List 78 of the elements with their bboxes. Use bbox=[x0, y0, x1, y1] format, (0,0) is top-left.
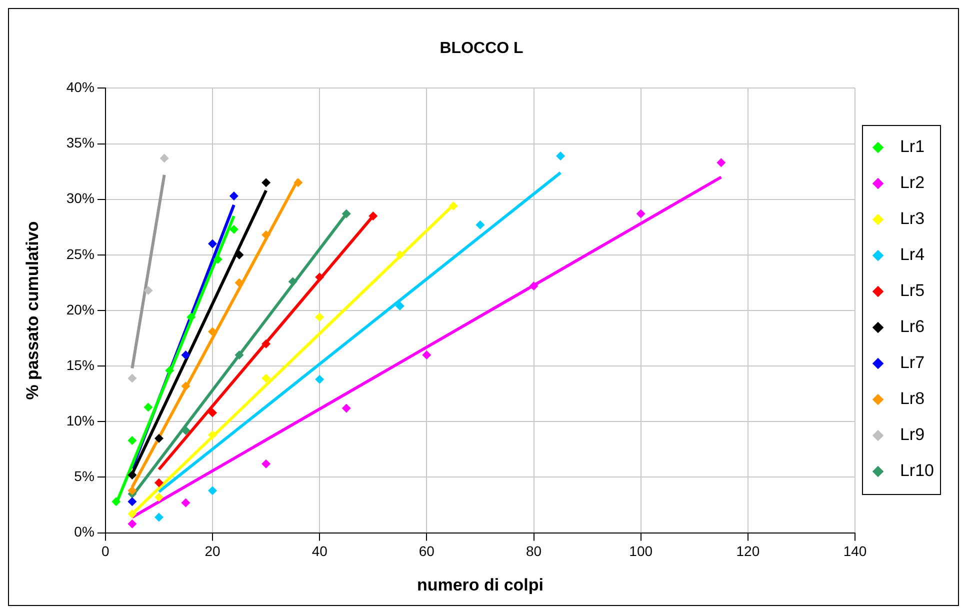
point bbox=[181, 382, 190, 391]
y-tick-label: 5% bbox=[74, 468, 94, 484]
point bbox=[128, 374, 137, 383]
point bbox=[262, 230, 271, 240]
y-tick-label: 25% bbox=[66, 246, 94, 262]
point bbox=[154, 512, 164, 522]
point bbox=[315, 312, 324, 322]
point bbox=[154, 478, 164, 488]
point bbox=[342, 404, 351, 413]
y-tick-label: 35% bbox=[66, 134, 94, 151]
point bbox=[395, 250, 404, 260]
y-tick-label: 20% bbox=[66, 301, 94, 318]
point bbox=[229, 192, 238, 201]
point bbox=[315, 374, 324, 384]
legend-label: Lr3 bbox=[890, 209, 925, 228]
point bbox=[154, 492, 164, 502]
point bbox=[181, 350, 190, 360]
point bbox=[208, 430, 218, 440]
point bbox=[160, 154, 169, 163]
point bbox=[112, 497, 121, 506]
point bbox=[636, 209, 646, 218]
point bbox=[208, 239, 218, 248]
point bbox=[556, 152, 566, 160]
legend-label: Lr2 bbox=[890, 173, 925, 192]
point bbox=[422, 350, 432, 360]
legend-label: Lr8 bbox=[890, 389, 925, 408]
x-tick-label: 0 bbox=[102, 543, 110, 560]
legend-label: Lr7 bbox=[890, 353, 925, 372]
point bbox=[181, 498, 190, 508]
chart-title: BLOCCO L bbox=[440, 40, 524, 58]
point bbox=[716, 158, 726, 168]
point bbox=[144, 286, 153, 295]
point bbox=[315, 272, 324, 282]
point bbox=[262, 339, 271, 348]
point bbox=[234, 350, 244, 360]
point bbox=[154, 434, 164, 443]
point bbox=[342, 209, 351, 218]
y-axis-title: % passato cumulativo bbox=[22, 221, 42, 400]
x-tick-label: 80 bbox=[526, 543, 542, 560]
x-tick-label: 20 bbox=[204, 543, 221, 560]
legend-label: Lr5 bbox=[890, 281, 925, 300]
y-tick-label: 0% bbox=[74, 524, 94, 540]
x-tick-label: 140 bbox=[843, 543, 867, 560]
point bbox=[165, 366, 174, 376]
point bbox=[262, 459, 271, 468]
point bbox=[128, 486, 137, 496]
point bbox=[448, 202, 458, 211]
y-tick-label: 15% bbox=[66, 356, 94, 373]
point bbox=[262, 178, 271, 188]
point bbox=[208, 486, 218, 496]
point bbox=[128, 509, 137, 518]
y-tick-label: 10% bbox=[66, 412, 94, 429]
point bbox=[368, 212, 378, 221]
y-tick-label: 40% bbox=[66, 79, 94, 96]
point bbox=[144, 402, 153, 412]
point bbox=[128, 519, 137, 528]
x-tick-label: 40 bbox=[312, 543, 328, 560]
point bbox=[262, 374, 271, 383]
y-tick-label: 30% bbox=[66, 190, 94, 206]
legend-label: Lr4 bbox=[890, 245, 925, 264]
point bbox=[294, 178, 303, 188]
legend-label: Lr10 bbox=[890, 461, 934, 480]
x-tick-label: 60 bbox=[418, 543, 435, 560]
point bbox=[128, 470, 137, 480]
point bbox=[395, 302, 404, 311]
point bbox=[476, 220, 485, 230]
point bbox=[229, 224, 238, 234]
point bbox=[128, 436, 137, 446]
x-tick-label: 100 bbox=[629, 543, 653, 560]
x-tick-label: 120 bbox=[736, 543, 760, 560]
point bbox=[208, 408, 218, 418]
point bbox=[529, 282, 538, 291]
x-axis-title: numero di colpi bbox=[416, 575, 544, 594]
point bbox=[288, 277, 298, 286]
legend-label: Lr9 bbox=[890, 425, 925, 444]
point bbox=[128, 497, 137, 506]
legend-label: Lr6 bbox=[890, 317, 925, 336]
legend-label: Lr1 bbox=[890, 137, 925, 156]
